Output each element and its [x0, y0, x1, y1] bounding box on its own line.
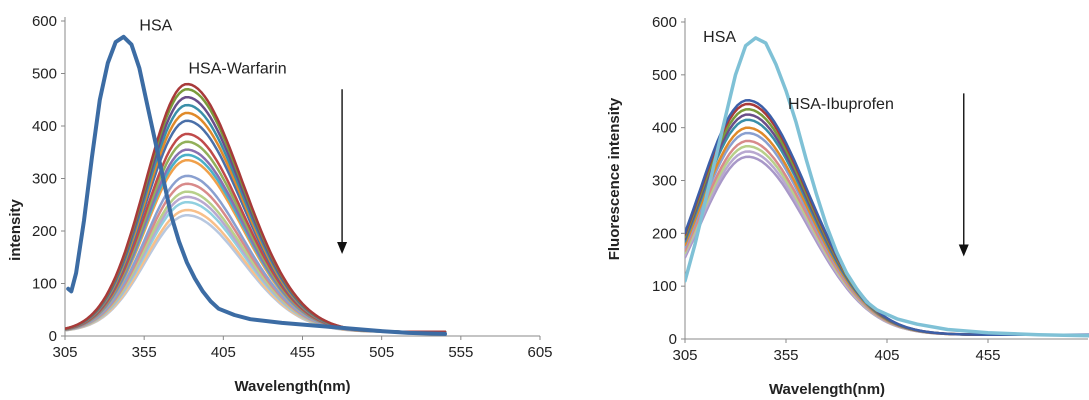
x-tick-label: 505 [369, 344, 394, 361]
series-annotation: HSA [139, 17, 172, 34]
y-tick-label: 100 [652, 278, 677, 295]
y-tick-label: 400 [652, 120, 677, 137]
x-tick-label: 355 [132, 344, 157, 361]
x-tick-label: 405 [874, 347, 899, 364]
series-line-13 [65, 174, 447, 334]
series-annotation: HSA [703, 29, 736, 46]
y-tick-label: 500 [652, 67, 677, 84]
series-line-12 [685, 155, 1089, 337]
y-tick-label: 500 [32, 66, 57, 83]
series-line-3 [685, 102, 1089, 337]
y-tick-label: 300 [652, 173, 677, 190]
y-axis-title: Fluorescence intensity [606, 97, 623, 260]
y-tick-label: 0 [669, 331, 677, 348]
x-tick-label: 605 [527, 344, 552, 361]
y-tick-label: 100 [32, 276, 57, 293]
series-line-4 [685, 108, 1089, 337]
series-line-11 [685, 150, 1089, 337]
series-line-2 [685, 99, 1089, 337]
trend-arrow-head [337, 242, 348, 254]
trend-arrow-head [958, 244, 969, 257]
series-line-9 [685, 139, 1089, 337]
x-tick-label: 305 [672, 347, 697, 364]
x-tick-label: 455 [975, 347, 1000, 364]
series-line-10 [685, 145, 1089, 337]
x-tick-label: 355 [773, 347, 798, 364]
series-line-5 [685, 113, 1089, 337]
y-tick-label: 600 [652, 14, 677, 31]
y-tick-label: 600 [32, 13, 57, 30]
y-tick-label: 400 [32, 118, 57, 135]
series-line-7 [685, 126, 1089, 337]
chart-panel-1: 0 100 200 300 400 500 600 305 355 405 455 505 555 605… [7, 13, 553, 395]
series-annotation: HSA-Warfarin [189, 61, 287, 78]
x-tick-label: 405 [211, 344, 236, 361]
x-axis-title: Wavelength(nm) [234, 378, 350, 395]
series-line-1 [66, 34, 447, 336]
series-line-8 [685, 131, 1089, 337]
x-axis-title: Wavelength(nm) [769, 381, 885, 398]
y-axis-title: intensity [7, 199, 24, 261]
y-tick-label: 0 [49, 328, 57, 345]
y-tick-label: 200 [652, 225, 677, 242]
y-tick-label: 200 [32, 223, 57, 240]
x-tick-label: 555 [448, 344, 473, 361]
x-tick-label: 305 [52, 344, 77, 361]
x-tick-label: 455 [290, 344, 315, 361]
y-tick-label: 300 [32, 171, 57, 188]
chart-panel-2: 0 100 200 300 400 500 600 305 355 405 455 Wavelengt… [606, 14, 1089, 398]
series-line-1 [685, 36, 1089, 338]
series-annotation: HSA-Ibuprofen [788, 96, 894, 113]
series-group [65, 34, 447, 336]
series-group [685, 36, 1089, 338]
